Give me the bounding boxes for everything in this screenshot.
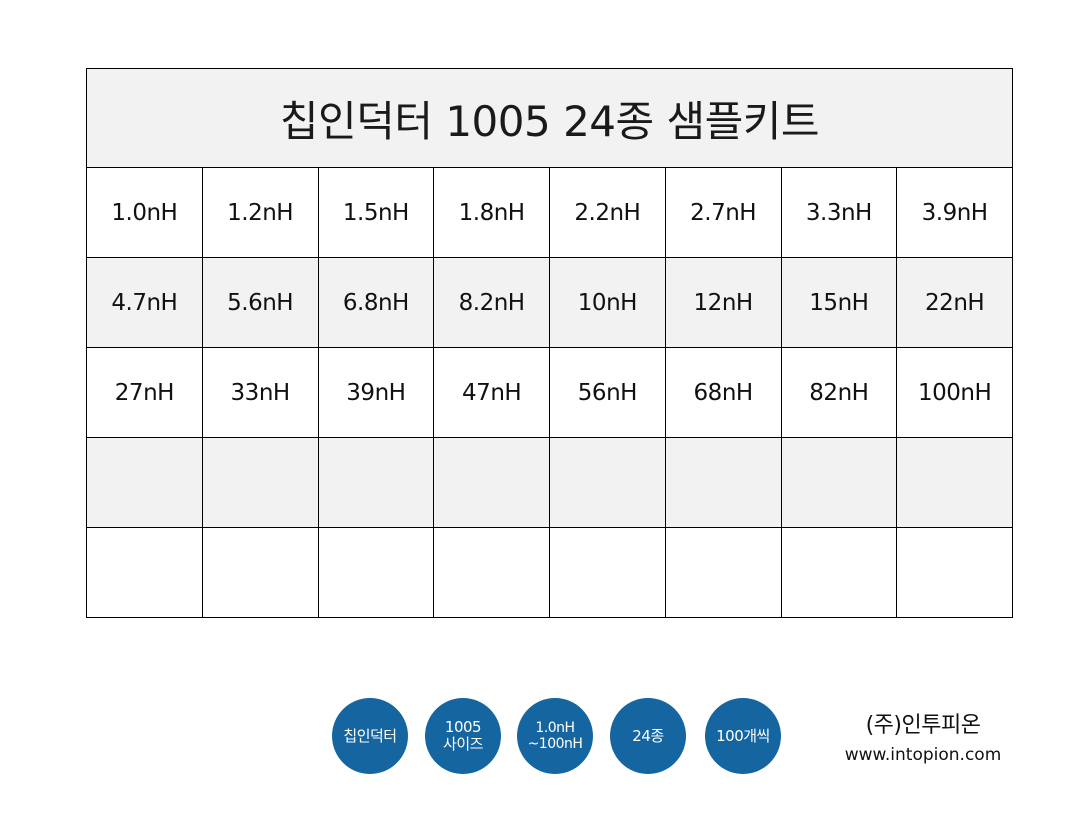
inductance-cell: 33nH bbox=[201, 347, 319, 438]
inductance-cell: 56nH bbox=[549, 347, 666, 438]
badge-line: ~100nH bbox=[527, 736, 583, 752]
inductance-cell: 8.2nH bbox=[433, 257, 550, 348]
table-row: 1.0nH 1.2nH 1.5nH 1.8nH 2.2nH 2.7nH 3.3n… bbox=[86, 167, 1013, 258]
inductance-cell: 39nH bbox=[317, 347, 435, 438]
inductance-cell: 15nH bbox=[780, 257, 898, 348]
empty-cell bbox=[896, 527, 1013, 618]
empty-cell bbox=[86, 437, 203, 528]
badge-chip-inductor: 칩인덕터 bbox=[332, 698, 408, 774]
empty-cell bbox=[201, 527, 319, 618]
company-info: (주)인투피온 www.intopion.com bbox=[830, 712, 1016, 768]
badge-line: 1.0nH bbox=[535, 720, 575, 736]
inductance-cell: 47nH bbox=[433, 347, 550, 438]
badge-count: 24종 bbox=[610, 698, 686, 774]
empty-cell bbox=[896, 437, 1013, 528]
inductance-cell: 12nH bbox=[664, 257, 782, 348]
inductance-cell: 100nH bbox=[896, 347, 1013, 438]
empty-cell bbox=[664, 437, 782, 528]
kit-title: 칩인덕터 1005 24종 샘플키트 bbox=[86, 68, 1013, 168]
empty-cell bbox=[780, 437, 898, 528]
inductance-cell: 2.7nH bbox=[664, 167, 782, 258]
empty-cell bbox=[317, 437, 435, 528]
badge-quantity: 100개씩 bbox=[705, 698, 781, 774]
badge-range: 1.0nH ~100nH bbox=[517, 698, 593, 774]
inductance-cell: 82nH bbox=[780, 347, 898, 438]
inductance-cell: 2.2nH bbox=[549, 167, 666, 258]
empty-cell bbox=[317, 527, 435, 618]
inductance-cell: 1.8nH bbox=[433, 167, 550, 258]
empty-cell bbox=[201, 437, 319, 528]
badge-line: 사이즈 bbox=[443, 735, 483, 753]
inductance-cell: 6.8nH bbox=[317, 257, 435, 348]
empty-cell bbox=[86, 527, 203, 618]
table-row: 4.7nH 5.6nH 6.8nH 8.2nH 10nH 12nH 15nH 2… bbox=[86, 257, 1013, 348]
inductance-cell: 27nH bbox=[86, 347, 203, 438]
badge-line: 1005 bbox=[444, 718, 482, 736]
badge-line: 24종 bbox=[632, 726, 664, 745]
badge-line: 칩인덕터 bbox=[343, 726, 397, 745]
empty-cell bbox=[433, 437, 550, 528]
empty-cell bbox=[549, 527, 666, 618]
inductance-cell: 10nH bbox=[549, 257, 666, 348]
table-row: 27nH 33nH 39nH 47nH 56nH 68nH 82nH 100nH bbox=[86, 347, 1013, 438]
inductance-cell: 1.2nH bbox=[201, 167, 319, 258]
badge-size: 1005 사이즈 bbox=[425, 698, 501, 774]
inductance-cell: 68nH bbox=[664, 347, 782, 438]
inductance-cell: 22nH bbox=[896, 257, 1013, 348]
inductance-cell: 3.3nH bbox=[780, 167, 898, 258]
table-row-empty bbox=[86, 437, 1013, 528]
badge-line: 100개씩 bbox=[716, 726, 770, 745]
company-url[interactable]: www.intopion.com bbox=[844, 745, 1002, 765]
inductance-cell: 1.0nH bbox=[86, 167, 203, 258]
empty-cell bbox=[549, 437, 666, 528]
inductance-cell: 5.6nH bbox=[201, 257, 319, 348]
title-row: 칩인덕터 1005 24종 샘플키트 bbox=[86, 68, 1013, 168]
inductance-cell: 4.7nH bbox=[86, 257, 203, 348]
empty-cell bbox=[780, 527, 898, 618]
inductance-cell: 3.9nH bbox=[896, 167, 1013, 258]
sample-kit-table: 칩인덕터 1005 24종 샘플키트 1.0nH 1.2nH 1.5nH 1.8… bbox=[86, 68, 1013, 618]
table-row-empty bbox=[86, 527, 1013, 618]
company-name: (주)인투피온 bbox=[865, 713, 981, 738]
empty-cell bbox=[664, 527, 782, 618]
empty-cell bbox=[433, 527, 550, 618]
inductance-cell: 1.5nH bbox=[317, 167, 435, 258]
